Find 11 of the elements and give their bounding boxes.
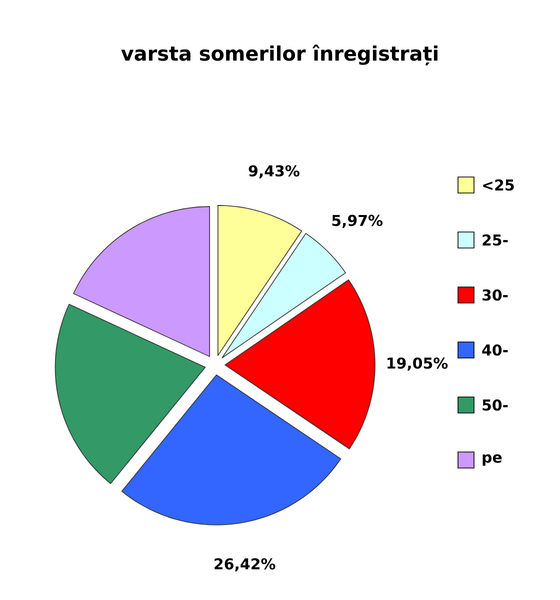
data-label: 5,97% (332, 214, 383, 228)
data-label: 9,43% (248, 165, 300, 178)
legend-label: <25 (483, 179, 514, 191)
legend-label: 30- (482, 289, 508, 301)
legend-label: 40- (482, 344, 508, 356)
legend-label: 50- (482, 399, 508, 411)
legend-label: 25- (482, 234, 508, 246)
data-label: 19,05% (388, 357, 448, 371)
data-label: 26,42% (214, 558, 276, 572)
chart-title: varsta somerilor înregistrați (121, 44, 438, 66)
legend-label: pe (482, 454, 502, 466)
